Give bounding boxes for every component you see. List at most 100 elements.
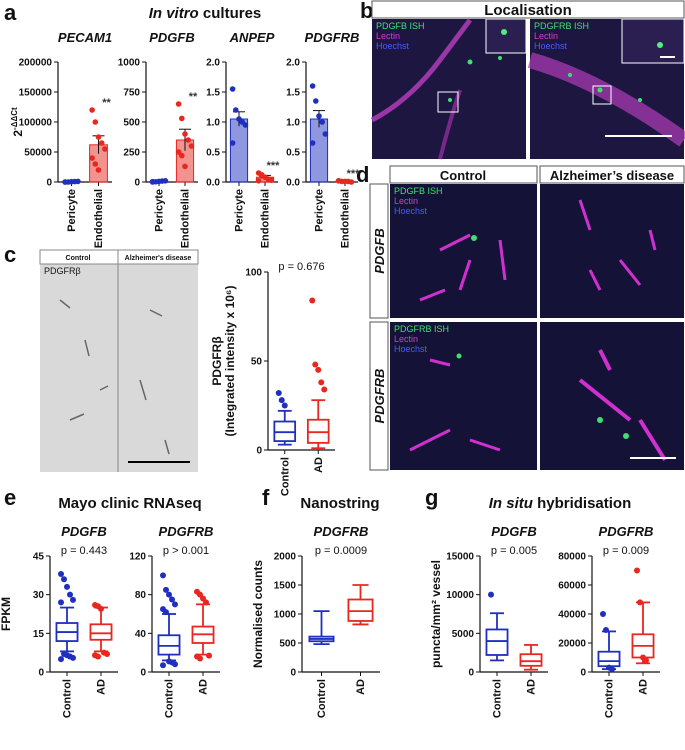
y-tick-label: 1.0 — [206, 118, 220, 129]
y-tick-label: 20000 — [558, 639, 586, 650]
significance: *** — [347, 168, 361, 180]
y-tick-label: 2000 — [274, 552, 297, 563]
data-point — [182, 163, 188, 170]
micrograph: PDGFB ISH Lectin Hoechst PDGFRB ISH Lect… — [390, 184, 684, 470]
chart-title: PDGFRB — [305, 30, 360, 45]
y-tick-label: 1000 — [274, 610, 297, 621]
data-point — [179, 115, 185, 122]
outlier — [172, 661, 178, 668]
y-tick-label: 500 — [279, 639, 296, 650]
outlier — [309, 297, 316, 304]
y-tick-label: 100 — [245, 268, 262, 279]
p-value: p = 0.009 — [603, 545, 649, 557]
p-value: p = 0.676 — [278, 261, 324, 273]
chart-title: PDGFRB — [314, 524, 369, 539]
chart-title: PDGFB — [491, 524, 537, 539]
x-tick-label: Control — [279, 457, 291, 496]
outlier — [275, 390, 282, 397]
header-box — [389, 165, 538, 184]
image-label: PDGFRB ISH — [534, 21, 589, 31]
y-tick-label: 1000 — [118, 58, 141, 69]
x-tick-label: Endothelial — [93, 189, 105, 248]
data-point — [229, 140, 236, 146]
box — [519, 653, 543, 667]
data-point — [149, 178, 156, 185]
y-tick-label: 15 — [33, 629, 45, 640]
x-tick-label: AD — [96, 679, 108, 695]
y-tick-label: 5000 — [452, 629, 475, 640]
y-tick-label: 50 — [251, 357, 263, 368]
header-box — [539, 165, 685, 184]
data-point — [188, 143, 195, 149]
x-tick-label: AD — [355, 679, 367, 695]
y-tick-label: 10000 — [446, 590, 474, 601]
outlier — [58, 599, 64, 606]
header-box — [369, 183, 389, 319]
y-axis-label: puncta/mm² vessel — [429, 560, 443, 668]
x-tick-label: Pericyte — [314, 189, 326, 232]
data-point — [229, 86, 236, 92]
chart-title: PDGFB — [61, 524, 107, 539]
x-tick-label: Control — [492, 679, 504, 718]
y-tick-label: 0 — [290, 668, 296, 679]
x-tick-label: Pericyte — [66, 189, 78, 232]
x-tick-label: Control — [62, 679, 74, 718]
outlier — [281, 402, 288, 409]
header-box — [369, 321, 389, 471]
outlier — [315, 366, 322, 373]
data-point — [309, 83, 316, 89]
p-value: p > 0.001 — [163, 545, 209, 557]
outlier — [98, 605, 104, 612]
y-tick-label: 60000 — [558, 581, 586, 592]
data-point — [185, 137, 191, 143]
outlier — [318, 379, 325, 386]
significance: ** — [102, 97, 111, 109]
micrograph: PDGFB ISH Lectin Hoechst — [370, 18, 527, 160]
y-tick-label: 0.0 — [206, 178, 220, 189]
outlier — [64, 583, 70, 590]
data-point — [62, 179, 68, 185]
data-point — [92, 161, 99, 167]
data-point — [233, 107, 239, 113]
y-tick-label: 0 — [140, 668, 146, 679]
x-tick-label: AD — [198, 679, 210, 695]
column-header: Control — [440, 168, 486, 183]
panel-letter: d — [356, 162, 369, 187]
x-tick-label: Endothelial — [260, 189, 272, 248]
outlier — [160, 662, 166, 669]
image-label: Hoechst — [534, 41, 568, 51]
y-axis-label-base: 2 — [11, 130, 25, 137]
outlier — [67, 591, 73, 598]
y-tick-label: 0 — [38, 668, 44, 679]
data-point — [89, 107, 95, 113]
outlier — [634, 567, 640, 574]
outlier — [278, 397, 285, 404]
y-tick-label: 40 — [135, 629, 147, 640]
bar — [229, 118, 249, 183]
data-point — [309, 140, 316, 146]
data-point — [268, 177, 275, 183]
y-tick-label: 0.5 — [206, 148, 220, 159]
x-tick-label: Control — [316, 679, 328, 718]
outlier — [600, 611, 606, 617]
significance: ** — [189, 91, 198, 103]
y-tick-label: 200000 — [19, 58, 53, 69]
x-tick-label: Pericyte — [154, 189, 166, 232]
outlier — [488, 591, 494, 598]
p-value: p = 0.005 — [491, 545, 537, 557]
panel-title: Mayo clinic RNAseq — [58, 495, 201, 512]
significance: *** — [267, 160, 281, 172]
bar — [309, 118, 329, 183]
y-axis-label: FPKM — [0, 597, 13, 631]
outlier — [58, 571, 64, 578]
y-tick-label: 250 — [123, 148, 140, 159]
data-point — [95, 134, 102, 140]
y-tick-label: 100000 — [19, 118, 53, 129]
image-label: Lectin — [394, 334, 418, 344]
micrograph: Control Alzheimer's disease PDGFRβ — [39, 249, 199, 472]
outlier — [95, 653, 101, 660]
panel-title: Localisation — [484, 2, 572, 19]
image-label: Hoechst — [394, 344, 428, 354]
box — [485, 628, 509, 656]
outlier — [172, 601, 178, 608]
